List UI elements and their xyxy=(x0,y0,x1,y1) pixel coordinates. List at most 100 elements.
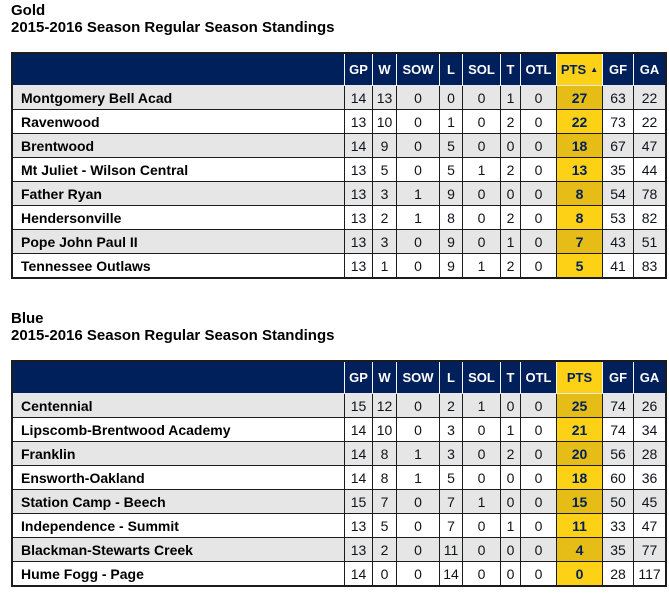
stat-sol: 0 xyxy=(462,133,501,158)
stat-otl: 0 xyxy=(520,157,557,182)
stat-otl: 0 xyxy=(520,109,557,134)
stat-gf: 60 xyxy=(602,465,634,490)
column-header-gf[interactable]: GF xyxy=(602,53,634,86)
stat-gp: 13 xyxy=(344,513,373,538)
column-header-l[interactable]: L xyxy=(439,361,463,394)
header-row: GP W SOW L SOL T OTL PTS GF GA xyxy=(12,361,666,394)
stat-sow: 0 xyxy=(396,157,440,182)
stat-gp: 13 xyxy=(344,253,373,279)
stat-gp: 13 xyxy=(344,229,373,254)
stat-gf: 63 xyxy=(602,85,634,110)
stat-l: 9 xyxy=(439,253,463,279)
stat-pts: 0 xyxy=(556,561,603,587)
stat-t: 2 xyxy=(500,109,521,134)
stat-sol: 0 xyxy=(462,205,501,230)
stat-ga: 77 xyxy=(633,537,667,562)
stat-ga: 47 xyxy=(633,513,667,538)
column-header-gp[interactable]: GP xyxy=(344,361,373,394)
stat-gf: 74 xyxy=(602,417,634,442)
stat-sol: 0 xyxy=(462,109,501,134)
stat-sol: 0 xyxy=(462,85,501,110)
stat-sow: 0 xyxy=(396,393,440,418)
column-header-ga[interactable]: GA xyxy=(633,53,666,86)
stat-gp: 13 xyxy=(344,109,373,134)
team-name: Father Ryan xyxy=(11,181,345,206)
team-name: Blackman-Stewarts Creek xyxy=(11,537,345,562)
team-name: Hume Fogg - Page xyxy=(11,561,345,587)
stat-sol: 0 xyxy=(462,537,501,562)
stat-w: 3 xyxy=(372,229,397,254)
stat-ga: 28 xyxy=(633,441,667,466)
stat-pts: 5 xyxy=(556,253,603,279)
stat-otl: 0 xyxy=(520,253,557,279)
stat-l: 5 xyxy=(439,157,463,182)
column-header-otl[interactable]: OTL xyxy=(520,361,557,394)
standings-table: GP W SOW L SOL T OTL PTS ▲ GF GA Montgomery Bell A… xyxy=(11,52,667,279)
stat-ga: 47 xyxy=(633,133,667,158)
stat-sow: 0 xyxy=(396,109,440,134)
column-header-gf[interactable]: GF xyxy=(602,361,634,394)
column-header-t[interactable]: T xyxy=(500,53,521,86)
column-header-pts[interactable]: PTS ▲ xyxy=(556,53,603,86)
column-header-w[interactable]: W xyxy=(372,53,397,86)
column-header-sol[interactable]: SOL xyxy=(462,361,501,394)
stat-sol: 1 xyxy=(462,489,501,514)
team-name: Pope John Paul II xyxy=(11,229,345,254)
stat-gp: 14 xyxy=(344,441,373,466)
stat-w: 12 xyxy=(372,393,397,418)
stat-pts: 18 xyxy=(556,465,603,490)
team-row: Ravenwood 13 10 0 1 0 2 0 22 73 22 xyxy=(11,109,667,134)
team-name: Franklin xyxy=(11,441,345,466)
column-header-gp[interactable]: GP xyxy=(344,53,373,86)
team-name: Mt Juliet - Wilson Central xyxy=(11,157,345,182)
column-header-sow[interactable]: SOW xyxy=(396,53,440,86)
stat-t: 2 xyxy=(500,205,521,230)
stat-gp: 15 xyxy=(344,393,373,418)
standings-section: Blue 2015-2016 Season Regular Season Sta… xyxy=(11,310,669,587)
stat-gf: 41 xyxy=(602,253,634,279)
column-header-ga[interactable]: GA xyxy=(633,361,666,394)
stat-otl: 0 xyxy=(520,537,557,562)
team-column-header[interactable] xyxy=(12,53,345,86)
stat-sol: 0 xyxy=(462,417,501,442)
column-header-pts[interactable]: PTS xyxy=(556,361,603,394)
column-header-w[interactable]: W xyxy=(372,361,397,394)
column-header-t[interactable]: T xyxy=(500,361,521,394)
stat-sol: 0 xyxy=(462,229,501,254)
stat-l: 3 xyxy=(439,441,463,466)
standings-table: GP W SOW L SOL T OTL PTS GF GA Centennial 15 12 0 2 1 0… xyxy=(11,360,667,587)
stat-gf: 35 xyxy=(602,157,634,182)
stat-sow: 0 xyxy=(396,253,440,279)
stat-t: 1 xyxy=(500,417,521,442)
stat-sol: 0 xyxy=(462,513,501,538)
team-column-header[interactable] xyxy=(12,361,345,394)
sort-ascending-icon: ▲ xyxy=(590,65,599,74)
column-header-sol[interactable]: SOL xyxy=(462,53,501,86)
stat-sol: 1 xyxy=(462,253,501,279)
stat-sow: 0 xyxy=(396,513,440,538)
column-header-sow[interactable]: SOW xyxy=(396,361,440,394)
column-header-label: PTS xyxy=(560,62,587,77)
team-name: Centennial xyxy=(11,393,345,418)
stat-w: 3 xyxy=(372,181,397,206)
column-header-l[interactable]: L xyxy=(439,53,463,86)
season-subtitle: 2015-2016 Season Regular Season Standing… xyxy=(11,19,335,36)
stat-otl: 0 xyxy=(520,513,557,538)
stat-gf: 35 xyxy=(602,537,634,562)
stat-otl: 0 xyxy=(520,205,557,230)
team-row: Tennessee Outlaws 13 1 0 9 1 2 0 5 41 83 xyxy=(11,253,667,279)
stat-sow: 1 xyxy=(396,181,440,206)
column-header-otl[interactable]: OTL xyxy=(520,53,557,86)
stat-ga: 45 xyxy=(633,489,667,514)
team-row: Hendersonville 13 2 1 8 0 2 0 8 53 82 xyxy=(11,205,667,230)
stat-ga: 83 xyxy=(633,253,667,279)
team-row: Station Camp - Beech 15 7 0 7 1 0 0 15 50 45 xyxy=(11,489,667,514)
stat-l: 1 xyxy=(439,109,463,134)
stat-sow: 1 xyxy=(396,441,440,466)
team-name: Montgomery Bell Acad xyxy=(11,85,345,110)
stat-w: 9 xyxy=(372,133,397,158)
stat-gf: 73 xyxy=(602,109,634,134)
stat-pts: 4 xyxy=(556,537,603,562)
stat-t: 2 xyxy=(500,253,521,279)
